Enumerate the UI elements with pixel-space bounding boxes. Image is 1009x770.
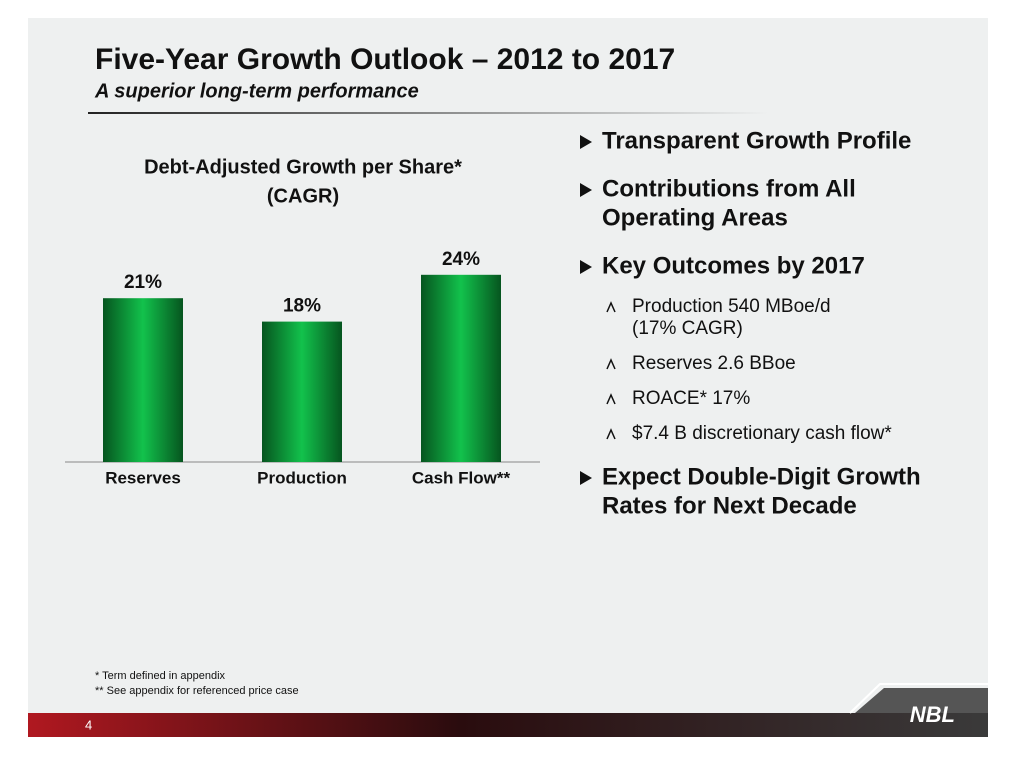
bar (103, 298, 183, 462)
title: Five-Year Growth Outlook – 2012 to 2017 (95, 43, 675, 76)
bar (421, 274, 501, 462)
bullet-text: Transparent Growth Profile (602, 127, 911, 154)
footnote: * Term defined in appendix (95, 670, 226, 682)
page-number: 4 (85, 717, 92, 732)
bullet-text: Expect Double-Digit Growth (602, 463, 921, 490)
chart-title: (CAGR) (267, 185, 339, 207)
bullet-text: Contributions from All (602, 175, 856, 202)
bullet-text: Rates for Next Decade (602, 492, 857, 519)
slide-bg (28, 18, 988, 737)
x-tick-label: Reserves (105, 468, 181, 487)
x-tick-label: Production (257, 468, 347, 487)
bullet-text: Key Outcomes by 2017 (602, 252, 865, 279)
value-label: 18% (283, 296, 321, 317)
sub-bullet-text: Production 540 MBoe/d (632, 296, 831, 317)
chart-title: Debt-Adjusted Growth per Share* (144, 156, 462, 178)
bullet-text: Operating Areas (602, 204, 788, 231)
sub-marker (606, 393, 616, 405)
footer-bar (28, 713, 988, 737)
x-tick-label: Cash Flow** (412, 468, 511, 487)
bullet-marker (580, 183, 592, 197)
footer-line (849, 683, 988, 714)
sub-bullet-text: ROACE* 17% (632, 388, 750, 409)
sub-marker (606, 358, 616, 370)
value-label: 21% (124, 272, 162, 293)
bullet-marker (580, 135, 592, 149)
title-rule (88, 112, 768, 114)
bullet-marker (580, 471, 592, 485)
value-label: 24% (442, 249, 480, 270)
sub-bullet-text: $7.4 B discretionary cash flow* (632, 423, 892, 444)
footnote: ** See appendix for referenced price cas… (95, 685, 299, 697)
logo-bg (855, 688, 988, 713)
sub-marker (606, 428, 616, 440)
sub-bullet-text: Reserves 2.6 BBoe (632, 353, 796, 374)
sub-bullet-text: (17% CAGR) (632, 318, 743, 339)
subtitle: A superior long-term performance (94, 80, 419, 102)
bar (262, 321, 342, 462)
logo: NBL (910, 702, 955, 727)
sub-marker (606, 301, 616, 313)
bullet-marker (580, 260, 592, 274)
